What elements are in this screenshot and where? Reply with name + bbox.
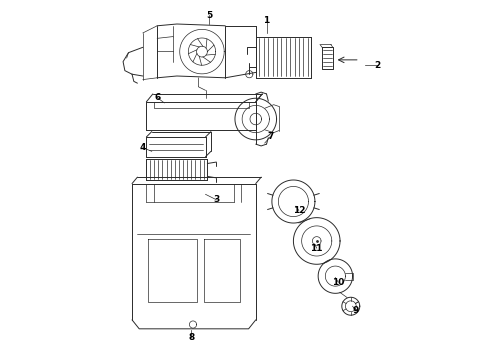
Text: 2: 2 — [374, 61, 381, 70]
Text: 7: 7 — [267, 132, 273, 141]
Text: 10: 10 — [332, 278, 344, 287]
Text: 3: 3 — [213, 195, 220, 204]
Text: 4: 4 — [140, 143, 146, 152]
Text: 12: 12 — [293, 206, 305, 215]
Text: 6: 6 — [154, 93, 160, 102]
Text: 5: 5 — [206, 10, 212, 19]
Text: 1: 1 — [264, 16, 270, 25]
Text: 8: 8 — [188, 333, 195, 342]
Text: 9: 9 — [353, 306, 359, 315]
Text: 11: 11 — [311, 244, 323, 253]
